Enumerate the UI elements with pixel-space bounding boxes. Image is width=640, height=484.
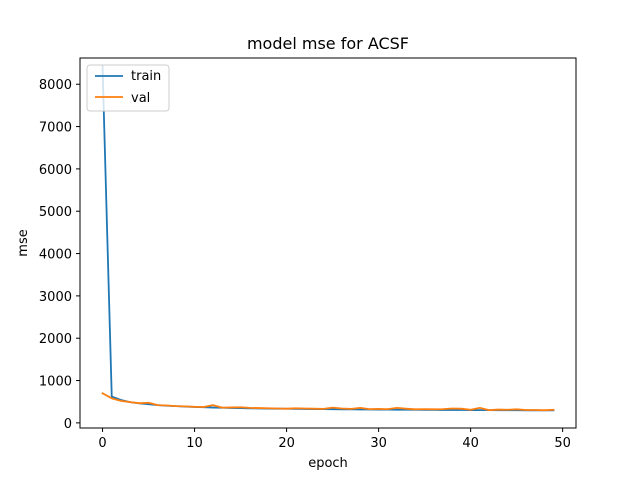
x-axis-label: epoch (308, 456, 348, 471)
series-line-val (101, 392, 555, 412)
y-tick-label: 1000 (39, 375, 72, 390)
y-tick-label: 7000 (39, 121, 72, 136)
series-lines (101, 65, 555, 412)
legend-label-train: train (131, 69, 161, 84)
x-tick-label: 20 (278, 436, 295, 451)
y-axis-ticks: 0 1000 2000 3000 4000 5000 6000 7000 8000 (39, 78, 80, 432)
y-tick-label: 2000 (39, 332, 72, 347)
y-tick-label: 3000 (39, 290, 72, 305)
y-tick-label: 5000 (39, 205, 72, 220)
x-tick-label: 30 (370, 436, 387, 451)
x-tick-label: 10 (186, 436, 203, 451)
legend: train val (86, 64, 170, 112)
plot-area (80, 58, 576, 428)
x-tick-label: 40 (462, 436, 479, 451)
plot-frame (79, 57, 577, 429)
x-tick-label: 50 (554, 436, 571, 451)
y-axis-label: mse (16, 229, 31, 256)
y-tick-label: 0 (64, 417, 72, 432)
legend-label-val: val (131, 91, 150, 106)
x-axis-ticks: 0 10 20 30 40 50 (98, 428, 571, 451)
y-tick-label: 6000 (39, 163, 72, 178)
chart-title: model mse for ACSF (247, 34, 409, 53)
y-tick-label: 8000 (39, 78, 72, 93)
y-tick-label: 4000 (39, 248, 72, 263)
x-tick-label: 0 (98, 436, 106, 451)
